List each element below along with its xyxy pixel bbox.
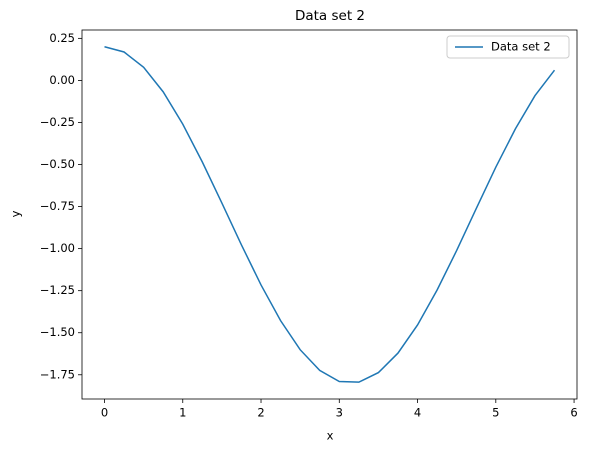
y-tick-label: −1.25 (40, 283, 75, 297)
axes-frame (81, 29, 578, 400)
x-tick-label: 3 (336, 406, 343, 420)
legend-label: Data set 2 (491, 40, 551, 54)
y-tick-label: 0.25 (49, 31, 75, 45)
x-tick-label: 4 (414, 406, 421, 420)
legend-box (446, 35, 570, 59)
y-tick-label: −1.00 (40, 241, 75, 255)
line (104, 46, 556, 383)
x-tick-label: 6 (570, 406, 577, 420)
x-tick-label: 2 (257, 406, 264, 420)
x-tick-label: 0 (101, 406, 108, 420)
x-tick-label: 5 (492, 406, 499, 420)
y-axis-label: y (9, 210, 23, 217)
y-tick-label: −1.50 (40, 325, 75, 339)
y-tick-label: −1.75 (40, 367, 75, 381)
y-tick-label: −0.25 (40, 115, 75, 129)
x-tick-label: 1 (179, 406, 186, 420)
chart-title: Data set 2 (295, 8, 365, 24)
y-tick-label: 0.00 (49, 73, 75, 87)
x-axis-label: x (327, 429, 334, 443)
y-tick-label: −0.50 (40, 157, 75, 171)
y-tick-label: −0.75 (40, 199, 75, 213)
